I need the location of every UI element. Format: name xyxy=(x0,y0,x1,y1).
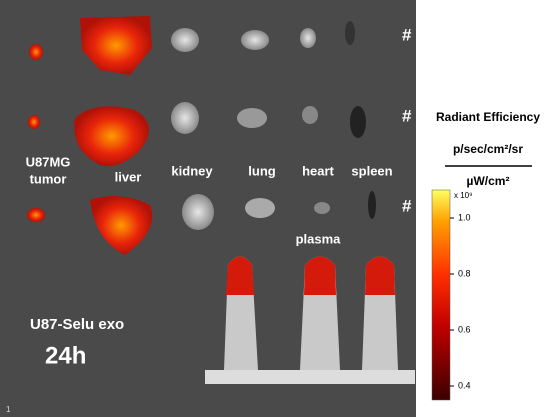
organ-label: spleen xyxy=(351,163,392,178)
organ-label: lung xyxy=(248,163,275,178)
colorbar-tick-label: 0.6 xyxy=(458,324,471,334)
colorbar-unit: µW/cm² xyxy=(467,174,510,188)
colorbar-title: Radiant Efficiency xyxy=(436,110,540,124)
liver xyxy=(90,196,153,255)
tumor xyxy=(29,44,43,60)
colorbar-unit: p/sec/cm²/sr xyxy=(453,142,523,156)
tumor-label: U87MG xyxy=(26,154,71,169)
tumor xyxy=(27,208,45,222)
organ-label: liver xyxy=(115,169,142,184)
row-label: # 3 xyxy=(402,196,426,215)
corner-label: 1 xyxy=(6,405,11,414)
organ-label: heart xyxy=(302,163,334,178)
tumor xyxy=(28,115,40,129)
time-label: 24h xyxy=(45,342,86,369)
tubes xyxy=(205,256,415,384)
liver xyxy=(74,106,149,166)
colorbar-tick-label: 0.4 xyxy=(458,380,471,390)
colorbar-tick-label: 1.0 xyxy=(458,212,471,222)
tumor-label: tumor xyxy=(30,171,67,186)
group-label: U87-Selu exo xyxy=(30,316,124,333)
liver xyxy=(80,16,152,75)
row-label: # 1 xyxy=(402,25,426,44)
row-label: # 2 xyxy=(402,106,426,125)
plasma-label: plasma xyxy=(296,231,342,246)
colorbar-tick-label: 0.8 xyxy=(458,268,471,278)
colorbar xyxy=(431,189,451,401)
colorbar-multiplier: x 10⁹ xyxy=(454,191,473,200)
organs xyxy=(171,21,376,230)
organ-label: kidney xyxy=(171,163,213,178)
